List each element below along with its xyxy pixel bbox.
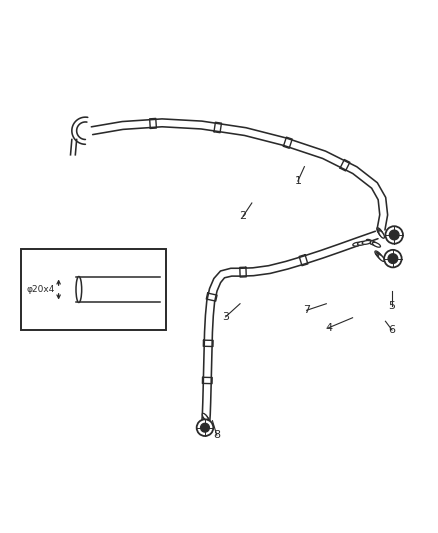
Text: 2: 2	[240, 211, 247, 221]
Text: φ20x4: φ20x4	[27, 285, 55, 294]
Circle shape	[389, 230, 399, 240]
Ellipse shape	[372, 243, 381, 247]
Ellipse shape	[379, 231, 385, 238]
Ellipse shape	[76, 277, 81, 302]
Ellipse shape	[203, 414, 208, 421]
Circle shape	[388, 254, 398, 263]
Bar	[21, 249, 166, 330]
Circle shape	[385, 226, 403, 244]
Ellipse shape	[376, 252, 382, 259]
Ellipse shape	[378, 255, 385, 262]
Ellipse shape	[377, 253, 384, 260]
Ellipse shape	[357, 241, 366, 245]
Ellipse shape	[366, 239, 374, 244]
Ellipse shape	[369, 241, 378, 246]
Text: 4: 4	[325, 323, 332, 333]
Text: 1: 1	[294, 176, 301, 186]
Text: 8: 8	[213, 430, 220, 440]
Ellipse shape	[203, 415, 209, 422]
Text: 6: 6	[389, 325, 396, 335]
Ellipse shape	[362, 240, 371, 244]
Ellipse shape	[375, 251, 381, 258]
Ellipse shape	[353, 243, 361, 246]
Circle shape	[384, 250, 402, 268]
Ellipse shape	[378, 230, 384, 237]
Circle shape	[197, 419, 213, 436]
Text: 5: 5	[389, 301, 396, 311]
Ellipse shape	[378, 229, 383, 236]
Text: 3: 3	[222, 312, 229, 322]
Ellipse shape	[377, 228, 382, 235]
Text: 7: 7	[303, 305, 310, 316]
Ellipse shape	[202, 414, 208, 421]
Circle shape	[201, 423, 209, 432]
